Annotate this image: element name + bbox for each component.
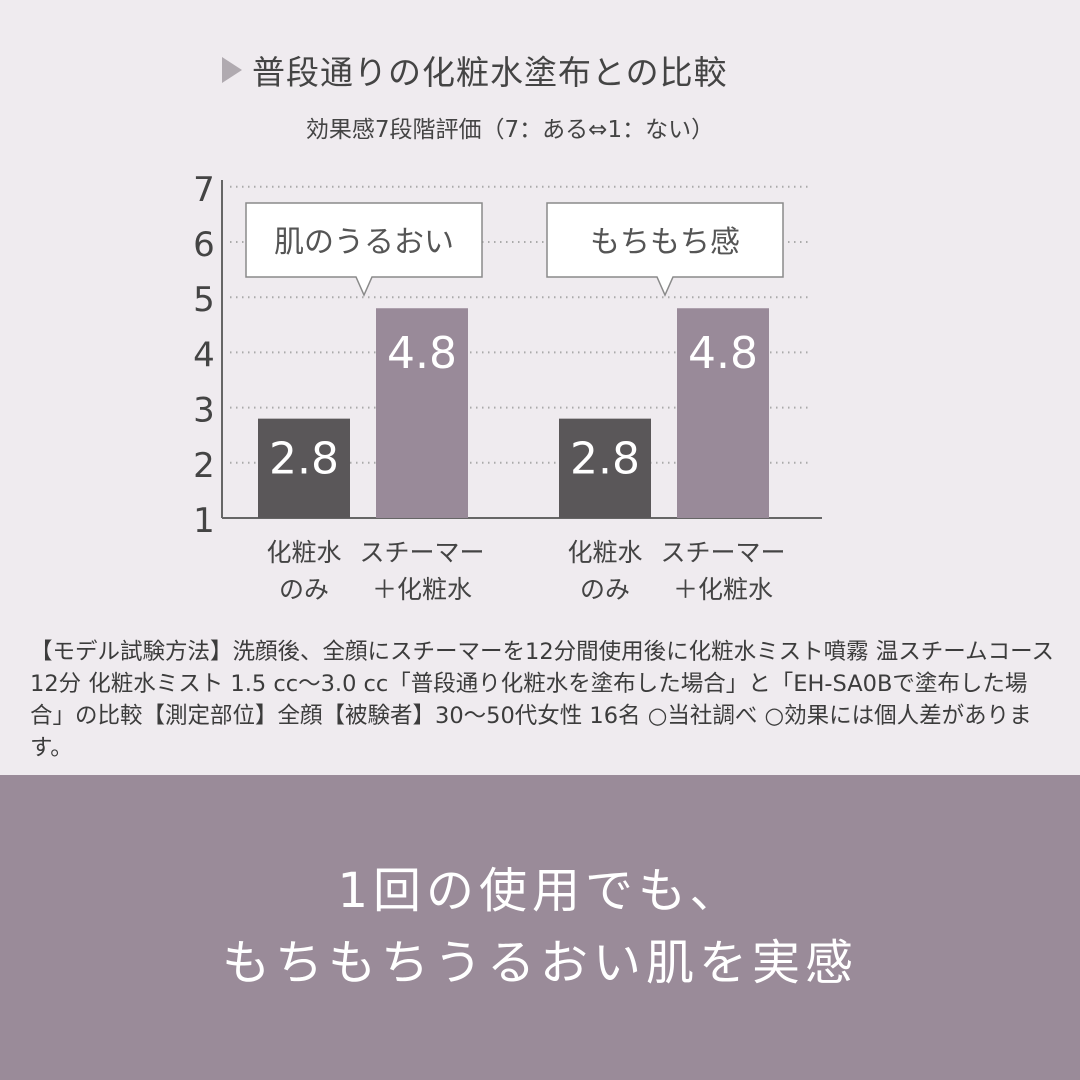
callout-box xyxy=(245,202,483,297)
x-category-label: 化粧水 xyxy=(567,538,642,567)
chart-title-text: 普段通りの化粧水塗布との比較 xyxy=(252,53,728,92)
test-method-note: 【モデル試験方法】洗顔後、全顔にスチーマーを12分間使用後に化粧水ミスト噴霧 温… xyxy=(30,639,1054,761)
x-category-label: スチーマー xyxy=(660,538,785,567)
x-category-label: ＋化粧水 xyxy=(372,575,472,604)
bar xyxy=(376,308,468,518)
bar xyxy=(258,418,350,518)
y-tick-label: 3 xyxy=(193,391,215,431)
triangle-bullet-icon xyxy=(222,57,242,83)
bar xyxy=(559,418,651,518)
y-tick-label: 6 xyxy=(193,225,215,265)
headline-line-2: もちもちうるおい肌を実感 xyxy=(221,935,858,991)
bar-value-label: 2.8 xyxy=(269,434,339,485)
callout-label: 肌のうるおい xyxy=(274,225,454,260)
x-category-label: スチーマー xyxy=(359,538,484,567)
bar-value-label: 4.8 xyxy=(387,328,457,379)
headline-line-1: 1回の使用でも、 xyxy=(337,863,743,919)
x-category-label: ＋化粧水 xyxy=(673,575,773,604)
x-category-label: 化粧水 xyxy=(266,538,341,567)
y-tick-label: 4 xyxy=(193,335,215,375)
y-tick-label: 7 xyxy=(193,170,215,210)
chart-title: 普段通りの化粧水塗布との比較 xyxy=(222,46,728,94)
y-tick-label: 1 xyxy=(193,501,215,541)
chart-subtitle: 効果感7段階評価（7：ある⇔1：ない） xyxy=(305,117,715,143)
y-tick-label: 5 xyxy=(193,280,215,320)
bar-value-label: 4.8 xyxy=(688,328,758,379)
bar-value-label: 2.8 xyxy=(570,434,640,485)
bar xyxy=(677,308,769,518)
y-tick-label: 2 xyxy=(193,446,215,486)
callout-label: もちもち感 xyxy=(590,225,740,260)
headline-band xyxy=(0,775,1080,1080)
callout-box xyxy=(546,202,784,297)
x-category-label: のみ xyxy=(580,575,630,604)
x-category-label: のみ xyxy=(279,575,329,604)
headline: 1回の使用でも、 もちもちうるおい肌を実感 xyxy=(0,855,1080,999)
